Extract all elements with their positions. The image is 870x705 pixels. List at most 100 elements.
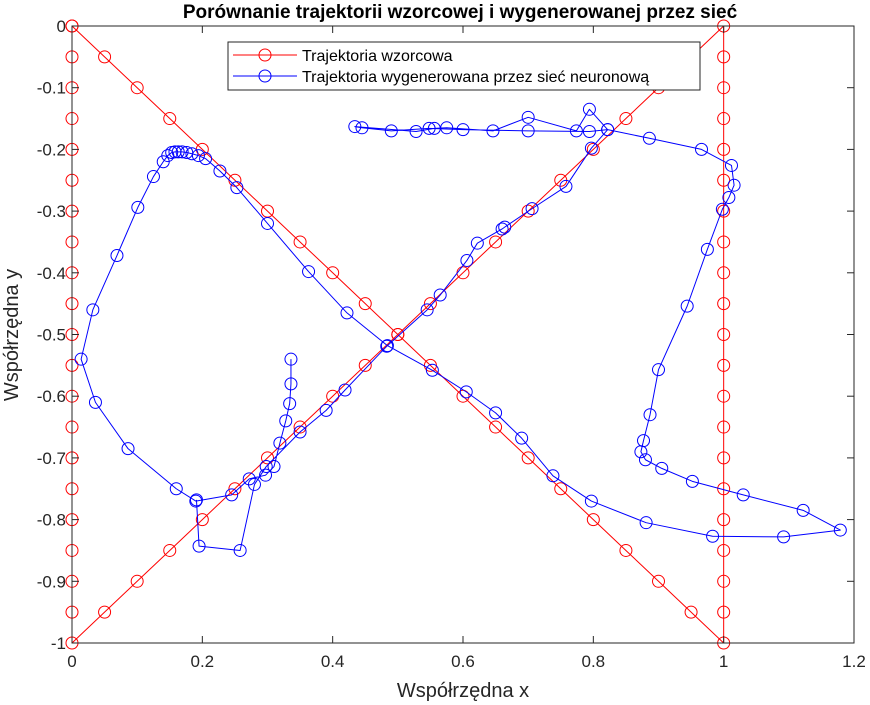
data-point [233,543,247,557]
y-tick-label: -0.9 [37,572,66,591]
data-point [423,297,437,311]
data-point [489,235,503,249]
data-point [427,121,441,135]
data-point [88,395,102,409]
data-point [131,200,145,214]
data-point [259,468,273,482]
data-point [717,420,731,434]
data-point [642,131,656,145]
data-point [98,605,112,619]
data-point [175,145,189,159]
data-point [515,431,529,445]
data-point [283,397,297,411]
legend-label-reference: Trajektoria wzorcowa [302,48,453,65]
data-point [521,204,535,218]
data-point [192,539,206,553]
data-point [279,414,293,428]
data-point [700,242,714,256]
data-point [340,306,354,320]
data-point [319,403,333,417]
data-point [685,474,699,488]
x-tick-label: 0 [67,652,76,671]
data-point [98,50,112,64]
data-point [706,529,720,543]
data-point [293,235,307,249]
data-point [717,142,731,156]
data-point [684,605,698,619]
data-point [130,574,144,588]
data-point [380,339,394,353]
data-point [358,297,372,311]
legend-label-generated: Trajektoria wygenerowana przez sieć neur… [302,69,649,86]
x-tick-label: 1 [719,652,728,671]
data-point [652,363,665,377]
data-point [586,142,600,156]
y-axis-label: Współrzędna y [1,269,23,401]
data-point [380,339,394,353]
data-point [302,265,316,279]
data-point [521,124,535,138]
data-point [521,451,535,465]
data-point [582,102,596,116]
data-point [247,477,261,491]
data-point [619,543,633,557]
legend-box [227,41,701,91]
data-point [717,543,731,557]
data-point [717,605,731,619]
data-point [456,123,470,137]
y-tick-label: -0.7 [37,449,66,468]
data-point [130,81,144,95]
data-point [717,389,731,403]
data-point [680,299,694,313]
data-point [521,110,535,124]
data-point [717,204,731,218]
data-point [717,297,731,311]
legend-marker-generated [258,69,272,83]
data-point [284,352,298,366]
y-tick-label: -0.3 [37,202,66,221]
data-point [619,112,633,126]
x-tick-label: 0.6 [451,652,475,671]
data-point [433,288,447,302]
data-point [86,303,100,317]
y-tick-label: -0.8 [37,511,66,530]
data-point [833,523,847,537]
data-point [338,383,352,397]
data-point [717,81,731,95]
data-point [717,112,731,126]
data-point [261,216,274,230]
data-point [717,513,731,527]
data-point [777,530,791,544]
x-tick-label: 0.8 [582,652,606,671]
data-point [554,482,568,496]
data-point [169,482,183,496]
data-point [637,434,651,448]
x-tick-label: 1.2 [842,652,866,671]
y-tick-label: -0.6 [37,387,66,406]
y-tick-label: -1 [51,634,66,653]
data-point [121,442,135,456]
x-tick-label: 0.4 [321,652,345,671]
data-point [486,124,500,138]
x-axis-label: Współrzędna x [397,680,529,702]
plot-area [72,26,854,643]
data-point [391,328,405,341]
data-point [724,158,738,172]
data-point [358,358,372,372]
data-point [717,235,731,249]
data-point [146,170,160,184]
data-point [695,142,709,156]
data-point [348,120,362,134]
data-point [489,420,503,434]
data-point [163,543,177,557]
data-point [655,461,669,475]
y-tick-label: -0.5 [37,326,66,345]
data-point [601,123,615,137]
data-point [796,503,810,517]
data-point [717,451,731,465]
data-point [717,266,731,280]
data-point [110,249,124,263]
data-point [586,513,600,527]
data-point [717,574,731,588]
